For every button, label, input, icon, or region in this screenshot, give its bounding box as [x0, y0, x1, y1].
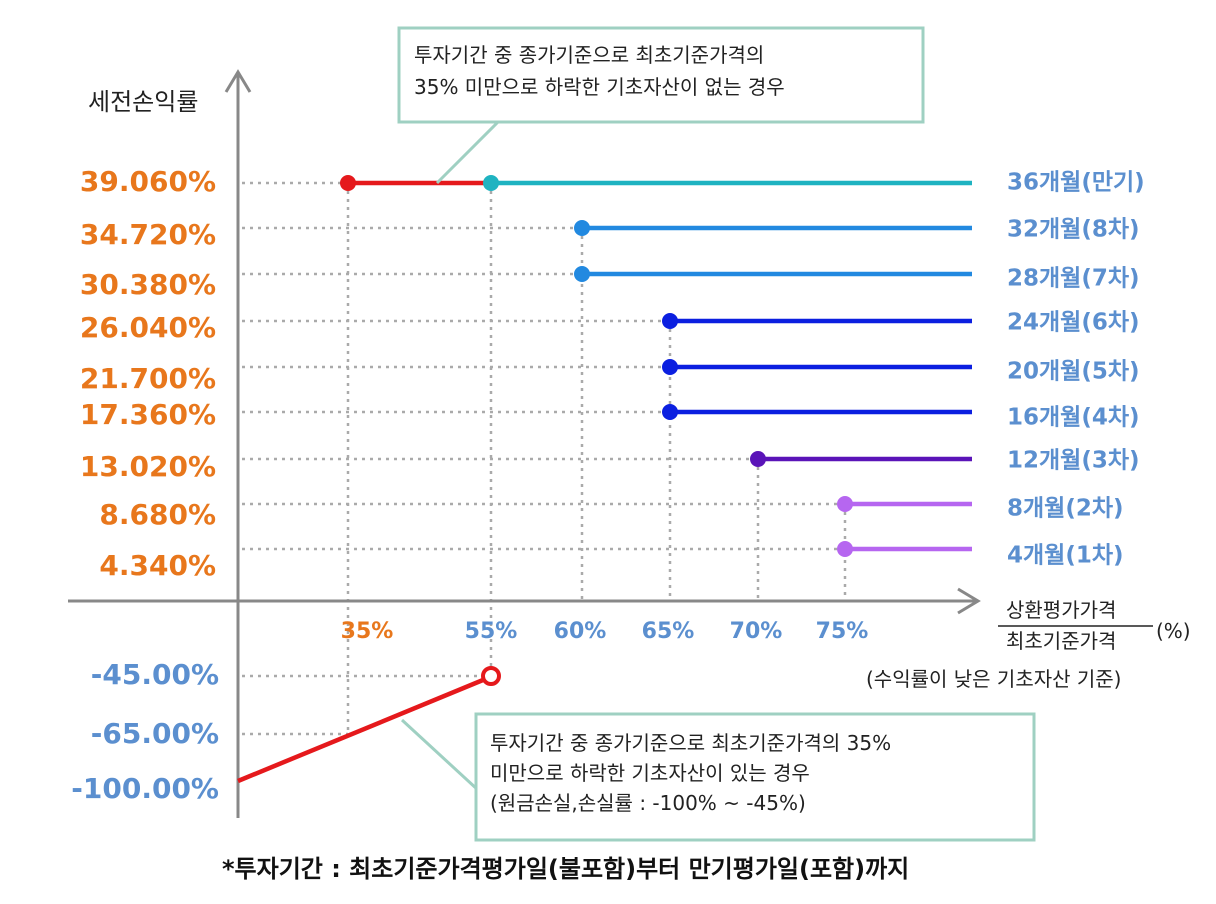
- series-point: [662, 359, 678, 375]
- x-tick-label: 35%: [341, 619, 394, 644]
- y-tick-label: 17.360%: [80, 398, 216, 431]
- y-tick-label-negative: -65.00%: [91, 717, 219, 750]
- series-label: 20개월(5차): [1007, 359, 1140, 385]
- no-knock-in-start-point: [340, 175, 356, 191]
- series-label: 36개월(만기): [1007, 170, 1145, 196]
- x-tick-label: 55%: [465, 619, 518, 644]
- callout-top-box: [397, 26, 925, 124]
- callout-bottom-line-3: (원금손실,손실률 : -100% ~ -45%): [490, 791, 806, 815]
- callout-bottom-box: [474, 712, 1036, 842]
- x-tick-label: 75%: [816, 619, 869, 644]
- callout-top-line-2: 35% 미만으로 하락한 기초자산이 없는 경우: [414, 75, 785, 99]
- y-tick-label: 26.040%: [80, 311, 216, 344]
- callout-bottom-line-1: 투자기간 중 종가기준으로 최초기준가격의 35%: [490, 731, 891, 755]
- y-tick-label: 8.680%: [99, 498, 216, 531]
- x-axis-numerator: 상환평가가격: [1006, 598, 1116, 622]
- x-tick-label: 65%: [642, 619, 695, 644]
- y-axis-title: 세전손익률: [88, 88, 198, 116]
- series-label: 12개월(3차): [1007, 448, 1140, 474]
- x-axis-arrow: [957, 587, 981, 615]
- series-point: [483, 175, 499, 191]
- x-tick-labels: 35% 55% 60% 65% 70% 75%: [341, 619, 869, 644]
- x-axis-note: (수익률이 낮은 기초자산 기준): [866, 667, 1121, 691]
- y-tick-label: 34.720%: [80, 218, 216, 251]
- y-axis-arrow: [224, 69, 252, 93]
- series-point: [750, 451, 766, 467]
- y-tick-label-negative: -45.00%: [91, 658, 219, 691]
- y-tick-label: 4.340%: [99, 549, 216, 582]
- y-tick-labels: 39.060% 34.720% 30.380% 26.040% 21.700%17.36…: [71, 165, 219, 805]
- series-point: [837, 541, 853, 557]
- series-point: [574, 220, 590, 236]
- x-tick-label: 60%: [554, 619, 607, 644]
- loss-open-point: [481, 666, 501, 686]
- callout-bottom-line-2: 미만으로 하락한 기초자산이 있는 경우: [490, 761, 810, 785]
- y-tick-label: 21.700%: [80, 362, 216, 395]
- series-point: [662, 313, 678, 329]
- series-label: 16개월(4차): [1007, 405, 1140, 431]
- callout-top: 투자기간 중 종가기준으로 최초기준가격의 35% 미만으로 하락한 기초자산이…: [397, 26, 925, 185]
- grid-lines: [242, 181, 847, 736]
- x-axis-unit: (%): [1156, 619, 1191, 643]
- y-tick-label: 39.060%: [80, 165, 216, 198]
- x-axis-denominator: 최초기준가격: [1006, 629, 1116, 653]
- series-label: 4개월(1차): [1007, 543, 1124, 569]
- callout-top-pointer: [435, 120, 500, 185]
- callout-top-line-1: 투자기간 중 종가기준으로 최초기준가격의: [414, 43, 764, 67]
- series-point: [574, 266, 590, 282]
- footnote: *투자기간 : 최초기준가격평가일(불포함)부터 만기평가일(포함)까지: [222, 855, 909, 883]
- series-label: 28개월(7차): [1007, 266, 1140, 292]
- y-tick-label-negative: -100.00%: [71, 772, 219, 805]
- series-point: [837, 496, 853, 512]
- axes: [68, 69, 981, 818]
- y-tick-label: 13.020%: [80, 450, 216, 483]
- callout-bottom: 투자기간 중 종가기준으로 최초기준가격의 35% 미만으로 하락한 기초자산이…: [400, 712, 1036, 842]
- series-label: 32개월(8차): [1007, 217, 1140, 243]
- series-label: 24개월(6차): [1007, 310, 1140, 336]
- series-label: 8개월(2차): [1007, 496, 1124, 522]
- series-point: [662, 404, 678, 420]
- y-tick-label: 30.380%: [80, 268, 216, 301]
- callout-bottom-pointer: [400, 718, 480, 792]
- x-tick-label: 70%: [730, 619, 783, 644]
- loss-line: [237, 677, 484, 784]
- series-lines: [237, 175, 972, 784]
- series-labels: 36개월(만기) 32개월(8차) 28개월(7차) 24개월(6차) 20개월(5차)…: [1007, 170, 1145, 569]
